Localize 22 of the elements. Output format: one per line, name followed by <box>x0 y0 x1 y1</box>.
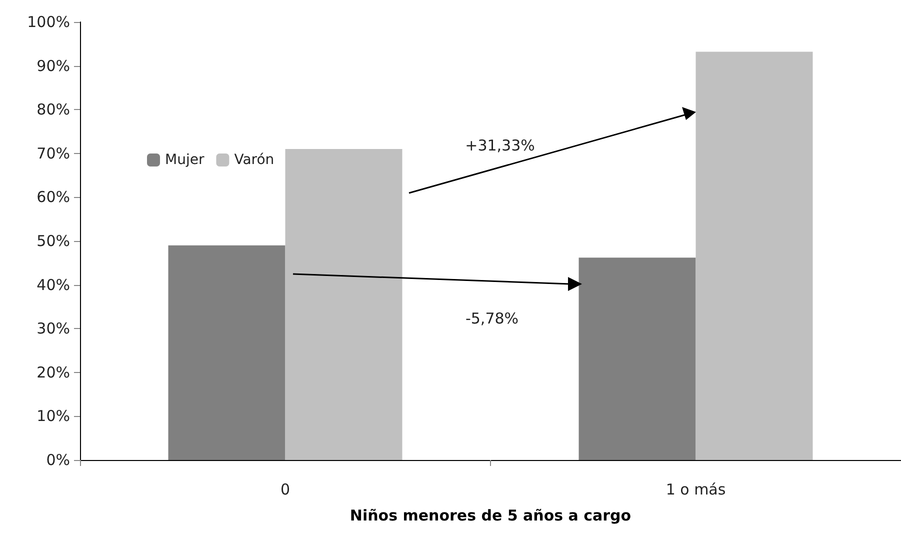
x-tick-label: 0 <box>280 480 290 498</box>
bar <box>696 52 813 460</box>
y-tick-label: 0% <box>46 451 70 469</box>
y-tick-label: 100% <box>27 13 70 31</box>
y-tick-label: 40% <box>36 276 70 294</box>
annotation: +31,33% <box>465 136 535 154</box>
y-tick-label: 10% <box>36 407 70 426</box>
bar <box>578 258 696 460</box>
x-axis-title: Niños menores de 5 años a cargo <box>350 506 632 524</box>
y-tick-label: 60% <box>36 188 70 206</box>
y-tick-label: 90% <box>36 56 70 75</box>
y-tick-label: 50% <box>36 232 70 250</box>
x-tick-label: 1 o más <box>666 480 726 498</box>
bar <box>285 149 402 460</box>
y-tick-label: 70% <box>36 144 70 162</box>
y-tick-label: 30% <box>36 320 70 338</box>
annotation: -5,78% <box>465 310 519 328</box>
bar <box>168 245 286 460</box>
legend-label: Varón <box>234 152 274 168</box>
y-tick-label: 80% <box>36 100 70 119</box>
legend-label: Mujer <box>165 152 204 168</box>
y-tick-label: 20% <box>36 363 70 382</box>
